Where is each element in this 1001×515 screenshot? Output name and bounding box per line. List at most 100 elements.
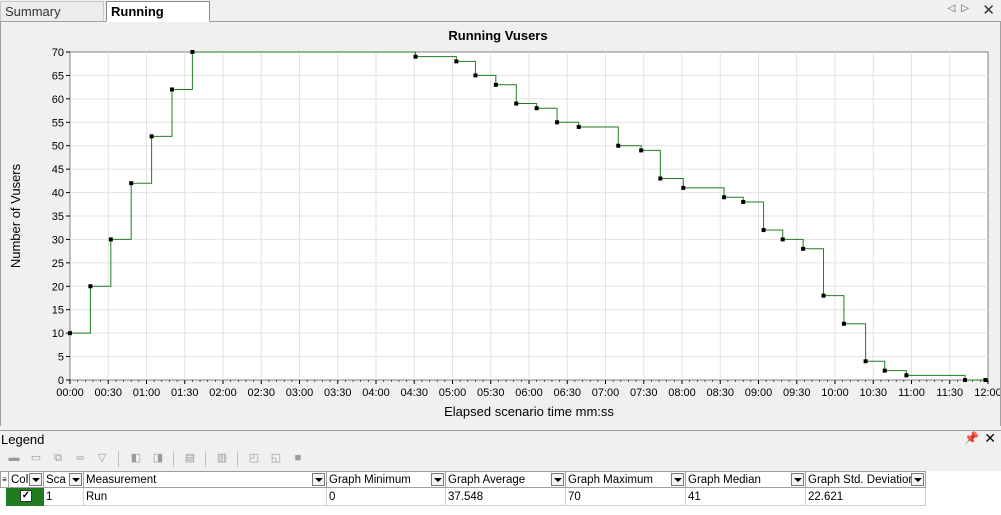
data-point [555, 120, 560, 125]
col-header-graph-std-deviation[interactable]: Graph Std. Deviation [806, 471, 926, 488]
tab-running-vusers[interactable]: Running Vusers [106, 1, 210, 39]
data-point [473, 73, 478, 78]
data-point [882, 368, 887, 373]
y-tick-label: 30 [52, 234, 64, 246]
col-header-graph-average[interactable]: Graph Average [446, 471, 566, 488]
show-icon[interactable]: ▬ [8, 452, 20, 464]
chevron-down-icon[interactable] [431, 473, 444, 486]
data-point [493, 82, 498, 87]
data-point [761, 228, 766, 233]
data-point [658, 176, 663, 181]
row-selector-icon[interactable]: ≡ [0, 471, 9, 488]
cell-graph-median: 41 [686, 488, 806, 506]
data-point [801, 246, 806, 251]
x-axis-ticks: 00:00 00:30 01:00 01:30 02:00 02:30 03:00 03:30… [56, 380, 1000, 399]
x-tick-label: 08:30 [706, 387, 734, 399]
legend-grid: ≡ Col Sca Measurement Graph Minimum Grap… [0, 471, 1001, 515]
close-icon[interactable]: ✕ [984, 430, 996, 446]
cell-graph-maximum: 70 [566, 488, 686, 506]
chevron-down-icon[interactable] [791, 473, 804, 486]
data-point [190, 50, 195, 54]
hide-icon[interactable]: ▭ [30, 452, 42, 464]
move-right-icon[interactable]: ◨ [152, 452, 164, 464]
close-icon[interactable]: ✕ [982, 2, 995, 19]
chevron-down-icon[interactable] [29, 473, 42, 486]
series-visible-checkbox[interactable]: ✓ [20, 490, 32, 502]
col-header-graph-minimum[interactable]: Graph Minimum [327, 471, 446, 488]
y-tick-label: 5 [58, 352, 64, 364]
scale-icon[interactable]: ▤ [184, 452, 196, 464]
pin-icon[interactable]: 📌 [964, 431, 979, 445]
move-left-icon[interactable]: ◧ [130, 452, 142, 464]
chevron-down-icon[interactable] [69, 473, 82, 486]
columns-icon[interactable]: ▥ [216, 452, 228, 464]
data-point [681, 185, 686, 190]
legend-header: Legend 📌 ✕ [0, 430, 1001, 447]
y-axis-ticks: 0 5 10 15 20 25 30 35 40 45 50 55 60 65 70 [52, 47, 70, 387]
x-tick-label: 10:30 [859, 387, 887, 399]
y-tick-label: 35 [52, 211, 64, 223]
x-tick-label: 08:00 [668, 387, 696, 399]
y-tick-label: 40 [52, 188, 64, 200]
y-tick-label: 25 [52, 258, 64, 270]
right-arrow-icon[interactable]: ▷ [961, 3, 975, 14]
data-point [863, 359, 868, 364]
series-run [68, 50, 988, 382]
data-point [413, 54, 418, 59]
chart-title: Running Vusers [448, 28, 547, 43]
collapse-icon[interactable]: ◱ [270, 452, 282, 464]
tab-bar: Summary Report Running Vusers ◁▷ ✕ [0, 0, 1001, 39]
y-tick-label: 60 [52, 94, 64, 106]
data-point [576, 124, 581, 129]
data-point [741, 199, 746, 204]
chevron-down-icon[interactable] [312, 473, 325, 486]
data-point [534, 106, 539, 111]
data-point [616, 143, 621, 148]
data-point [514, 101, 519, 106]
left-arrow-icon[interactable]: ◁ [947, 3, 962, 14]
tab-scroll-arrows[interactable]: ◁▷ [948, 3, 975, 14]
y-tick-label: 70 [52, 47, 64, 59]
cell-graph-average: 37.548 [446, 488, 566, 506]
legend-title: Legend [1, 432, 45, 447]
col-header-color[interactable]: Col [9, 471, 44, 488]
x-tick-label: 07:30 [630, 387, 658, 399]
cell-measurement: Run [84, 488, 327, 506]
x-tick-label: 11:30 [936, 387, 963, 399]
col-header-scale[interactable]: Sca [44, 471, 84, 488]
y-tick-label: 65 [52, 70, 64, 82]
expand-icon[interactable]: ◰ [248, 452, 260, 464]
data-point [983, 378, 988, 382]
x-tick-label: 00:30 [94, 387, 122, 399]
col-header-graph-maximum[interactable]: Graph Maximum [566, 471, 686, 488]
chevron-down-icon[interactable] [671, 473, 684, 486]
x-tick-label: 03:00 [286, 387, 314, 399]
square-icon[interactable]: ■ [294, 452, 302, 464]
toolbar-separator [205, 451, 206, 467]
x-tick-label: 02:30 [247, 387, 275, 399]
legend-toolbar: ▬ ▭ ⧉ ∞ ▽ ◧ ◨ ▤ ▥ ◰ ◱ ■ [0, 448, 1001, 470]
link-icon[interactable]: ∞ [76, 452, 84, 464]
chevron-down-icon[interactable] [551, 473, 564, 486]
x-tick-label: 09:30 [783, 387, 811, 399]
col-header-measurement[interactable]: Measurement [84, 471, 327, 488]
data-point [821, 293, 826, 298]
data-point [68, 331, 72, 336]
cell-graph-std-deviation: 22.621 [806, 488, 926, 506]
col-header-graph-median[interactable]: Graph Median [686, 471, 806, 488]
funnel-icon[interactable]: ▽ [97, 452, 107, 464]
series-color-swatch[interactable]: ✓ [6, 488, 44, 506]
filter-icon[interactable]: ⧉ [54, 452, 62, 464]
tab-summary-report[interactable]: Summary Report [0, 1, 104, 39]
data-point [108, 237, 113, 242]
x-tick-label: 05:00 [439, 387, 467, 399]
data-point [454, 59, 459, 64]
series-line [70, 51, 986, 381]
x-tick-label: 01:30 [171, 387, 199, 399]
x-tick-label: 12:00 [974, 387, 1000, 399]
data-point [639, 148, 644, 153]
data-point [722, 195, 727, 200]
x-tick-label: 09:00 [745, 387, 773, 399]
x-tick-label: 04:00 [362, 387, 390, 399]
chevron-down-icon[interactable] [911, 473, 924, 486]
